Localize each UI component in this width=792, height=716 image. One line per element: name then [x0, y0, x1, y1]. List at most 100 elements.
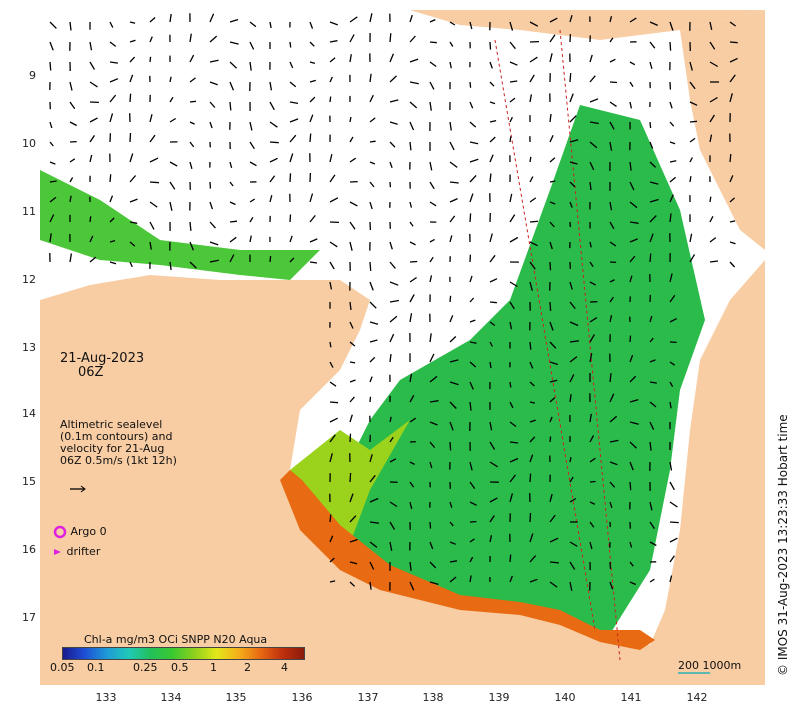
velocity-arrow	[609, 296, 614, 303]
velocity-arrow	[529, 341, 532, 350]
chlorophyll-field	[290, 105, 705, 650]
velocity-arrow	[569, 115, 577, 123]
colorbar-tick: 0.05	[50, 661, 75, 674]
velocity-arrow	[409, 58, 419, 63]
velocity-arrow	[709, 41, 716, 50]
land-new-guinea	[410, 10, 765, 40]
velocity-arrow	[169, 96, 174, 103]
velocity-arrow	[609, 461, 618, 466]
velocity-arrow	[649, 161, 657, 168]
velocity-arrow	[329, 401, 339, 404]
velocity-arrow	[489, 421, 493, 431]
velocity-arrow	[629, 561, 634, 567]
velocity-arrow	[549, 341, 557, 349]
velocity-arrow	[649, 337, 654, 343]
velocity-arrow	[89, 235, 94, 243]
velocity-arrow	[109, 261, 117, 265]
velocity-arrow	[149, 134, 156, 143]
velocity-arrow	[469, 538, 475, 543]
velocity-arrow	[589, 353, 593, 363]
velocity-arrow	[329, 381, 337, 387]
velocity-arrow	[509, 97, 516, 103]
velocity-arrow	[249, 61, 252, 71]
velocity-arrow	[369, 261, 372, 271]
velocity-arrow	[509, 236, 519, 243]
velocity-arrow	[149, 36, 153, 43]
velocity-arrow	[209, 259, 219, 263]
velocity-arrow	[409, 241, 416, 246]
velocity-arrow	[729, 57, 738, 63]
argo-legend: Argo 0	[53, 525, 107, 539]
velocity-arrow	[49, 141, 54, 147]
velocity-arrow	[249, 198, 256, 203]
velocity-arrow	[689, 81, 696, 90]
velocity-arrow	[629, 201, 638, 209]
velocity-arrow	[549, 261, 552, 271]
velocity-arrow	[609, 221, 615, 230]
velocity-arrow	[389, 501, 398, 508]
velocity-arrow	[349, 221, 356, 230]
velocity-arrow	[389, 33, 392, 43]
velocity-arrow	[469, 121, 477, 128]
velocity-arrow	[369, 561, 375, 570]
velocity-arrow	[509, 80, 518, 83]
velocity-arrow	[669, 501, 678, 508]
velocity-arrow	[329, 535, 334, 543]
velocity-arrow	[189, 161, 193, 169]
velocity-arrow	[529, 512, 532, 523]
velocity-arrow	[469, 501, 477, 506]
velocity-arrow	[49, 61, 52, 71]
velocity-arrow	[589, 541, 593, 550]
velocity-arrow	[249, 21, 257, 28]
velocity-arrow	[549, 157, 556, 163]
velocity-arrow	[389, 416, 392, 423]
velocity-arrow	[489, 301, 497, 304]
velocity-arrow	[129, 93, 132, 103]
velocity-arrow	[489, 81, 495, 87]
velocity-arrow	[429, 353, 435, 363]
velocity-arrow	[469, 213, 472, 223]
velocity-arrow	[429, 81, 435, 90]
velocity-arrow	[289, 118, 299, 123]
velocity-arrow	[69, 177, 74, 183]
velocity-arrow	[189, 77, 196, 83]
velocity-arrow	[729, 261, 736, 268]
velocity-arrow	[209, 81, 218, 86]
velocity-arrow	[449, 401, 457, 409]
velocity-arrow	[349, 321, 354, 329]
velocity-arrow	[569, 394, 572, 403]
map-panel[interactable]	[40, 10, 765, 685]
velocity-arrow	[529, 555, 537, 563]
velocity-arrow	[629, 161, 632, 171]
velocity-arrow	[389, 521, 396, 530]
velocity-arrow	[689, 120, 698, 123]
velocity-arrow	[589, 261, 594, 267]
velocity-arrow	[429, 581, 439, 586]
velocity-arrow	[629, 81, 634, 87]
velocity-arrow	[429, 375, 438, 383]
velocity-arrow	[249, 41, 255, 50]
velocity-arrow	[409, 394, 415, 403]
velocity-arrow	[669, 294, 676, 303]
velocity-arrow	[169, 201, 173, 211]
velocity-arrow	[369, 13, 373, 23]
velocity-arrow	[669, 318, 677, 323]
velocity-arrow	[429, 161, 433, 171]
velocity-arrow	[409, 201, 413, 208]
velocity-arrow	[329, 281, 333, 290]
velocity-arrow	[689, 137, 696, 143]
velocity-arrow	[349, 201, 358, 207]
velocity-arrow	[269, 175, 276, 183]
velocity-arrow	[589, 141, 598, 149]
velocity-arrow	[449, 121, 452, 131]
velocity-arrow	[409, 35, 416, 43]
velocity-arrow	[709, 260, 719, 263]
velocity-arrow	[329, 76, 333, 83]
velocity-arrow	[229, 220, 238, 223]
velocity-arrow	[369, 301, 377, 309]
velocity-arrow	[669, 361, 676, 366]
velocity-arrow	[609, 581, 614, 590]
velocity-arrow	[189, 241, 195, 251]
velocity-arrow	[189, 121, 195, 125]
velocity-arrow	[69, 81, 73, 91]
